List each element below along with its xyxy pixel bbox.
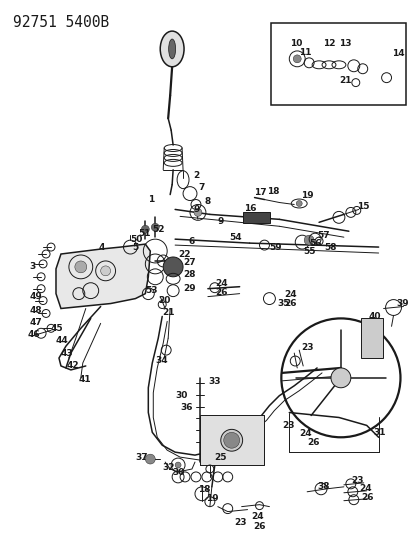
Circle shape <box>100 266 110 276</box>
Text: 38: 38 <box>316 482 329 491</box>
Text: 24: 24 <box>299 429 311 438</box>
Text: 13: 13 <box>338 39 351 49</box>
Circle shape <box>330 368 350 387</box>
Text: 17: 17 <box>253 188 266 197</box>
Text: 22: 22 <box>178 249 190 259</box>
Text: 11: 11 <box>299 49 311 58</box>
Text: 1: 1 <box>148 195 154 204</box>
Circle shape <box>151 223 159 231</box>
Text: 25: 25 <box>214 453 226 462</box>
Text: 19: 19 <box>205 494 218 503</box>
Text: 57: 57 <box>316 231 329 240</box>
Text: 52: 52 <box>152 225 164 234</box>
Text: 49: 49 <box>29 292 42 301</box>
Text: 39: 39 <box>396 299 408 308</box>
Text: 30: 30 <box>172 469 184 478</box>
Text: 28: 28 <box>183 270 195 279</box>
Text: 9: 9 <box>194 205 200 214</box>
Text: 24: 24 <box>251 512 263 521</box>
Ellipse shape <box>168 39 175 59</box>
Text: 26: 26 <box>214 288 227 297</box>
Bar <box>360 318 382 358</box>
Text: 21: 21 <box>162 308 174 317</box>
Text: 18: 18 <box>267 187 279 196</box>
Text: 24: 24 <box>284 290 296 299</box>
Text: 51: 51 <box>138 229 150 238</box>
Text: 27: 27 <box>183 259 195 268</box>
Circle shape <box>223 432 239 448</box>
Circle shape <box>145 454 155 464</box>
Text: 4: 4 <box>98 243 105 252</box>
Ellipse shape <box>220 430 242 451</box>
Text: 23: 23 <box>301 343 313 352</box>
Text: 45: 45 <box>51 324 64 333</box>
Text: 44: 44 <box>56 336 69 345</box>
Text: 15: 15 <box>356 202 368 211</box>
Bar <box>271 23 406 106</box>
Text: 3: 3 <box>29 262 36 271</box>
Circle shape <box>296 200 301 206</box>
Text: 32: 32 <box>162 463 174 472</box>
Text: 10: 10 <box>290 39 302 49</box>
Text: 48: 48 <box>29 306 42 315</box>
Text: 23: 23 <box>282 421 294 430</box>
Text: 8: 8 <box>204 197 211 206</box>
Text: 59: 59 <box>269 243 281 252</box>
Text: 26: 26 <box>284 299 296 308</box>
Text: 12: 12 <box>322 39 335 49</box>
Text: 41: 41 <box>78 375 91 384</box>
Text: 42: 42 <box>67 361 79 370</box>
Text: 33: 33 <box>207 377 220 386</box>
Text: 5: 5 <box>132 243 138 252</box>
Circle shape <box>163 257 183 277</box>
Text: 26: 26 <box>360 493 373 502</box>
Polygon shape <box>56 244 150 309</box>
Bar <box>242 213 270 223</box>
Text: 53: 53 <box>145 286 157 295</box>
Ellipse shape <box>160 31 184 67</box>
Text: 43: 43 <box>61 349 74 358</box>
Text: 29: 29 <box>183 284 195 293</box>
Text: 9: 9 <box>217 217 224 226</box>
Text: 50: 50 <box>130 235 142 244</box>
Text: 92751 5400B: 92751 5400B <box>13 15 109 30</box>
Text: 2: 2 <box>192 171 199 180</box>
Circle shape <box>75 261 87 273</box>
Circle shape <box>141 225 149 233</box>
Text: 7: 7 <box>197 183 204 192</box>
Text: 18: 18 <box>197 485 210 494</box>
Circle shape <box>304 235 313 245</box>
Text: 46: 46 <box>27 330 40 339</box>
Bar <box>199 416 264 465</box>
Text: 20: 20 <box>158 296 170 305</box>
Text: 37: 37 <box>135 453 148 462</box>
Text: 55: 55 <box>302 247 315 255</box>
Text: 34: 34 <box>155 356 168 365</box>
Text: 24: 24 <box>358 484 370 494</box>
Text: 47: 47 <box>29 318 42 327</box>
Text: 30: 30 <box>175 391 187 400</box>
Circle shape <box>194 208 202 216</box>
Circle shape <box>175 462 180 468</box>
Text: 54: 54 <box>229 233 242 241</box>
Text: 31: 31 <box>373 428 385 437</box>
Text: 36: 36 <box>180 403 192 412</box>
Text: 24: 24 <box>214 279 227 288</box>
Circle shape <box>292 55 301 63</box>
Text: 21: 21 <box>338 76 351 85</box>
Text: 40: 40 <box>368 312 380 321</box>
Text: 26: 26 <box>253 522 266 531</box>
Text: 19: 19 <box>301 191 313 200</box>
Text: 58: 58 <box>323 243 336 252</box>
Text: 35: 35 <box>277 299 289 308</box>
Text: 6: 6 <box>188 237 194 246</box>
Text: 56: 56 <box>309 239 321 248</box>
Text: 23: 23 <box>350 477 363 486</box>
Text: 14: 14 <box>392 50 404 59</box>
Text: 16: 16 <box>243 204 256 213</box>
Text: 26: 26 <box>306 438 319 447</box>
Text: 23: 23 <box>234 518 247 527</box>
